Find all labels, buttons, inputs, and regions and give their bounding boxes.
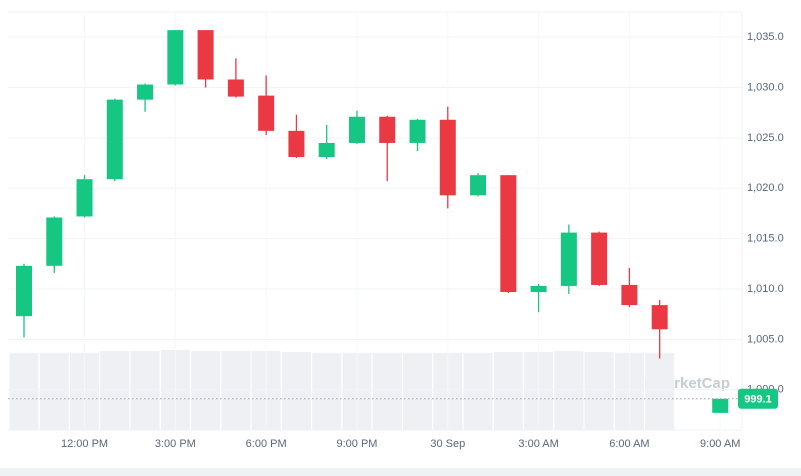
y-tick-label: 1,025.0 [747,132,784,144]
candle-body [379,116,396,143]
volume-bar [584,351,614,430]
candle-body [560,232,577,286]
candle-body [409,119,426,143]
x-tick-label: 6:00 PM [246,438,287,450]
x-tick-label: 3:00 PM [155,438,196,450]
current-price-label: 999.1 [744,394,772,406]
volume-bar [493,351,523,430]
volume-bar [130,350,160,430]
y-tick-label: 1,020.0 [747,182,784,194]
candle-body [591,232,608,285]
volume-bar [372,352,402,430]
volume-bar [281,351,311,430]
candle-body [167,30,184,85]
y-tick-label: 1,010.0 [747,283,784,295]
y-tick-label: 1,005.0 [747,333,784,345]
candle-body [318,142,335,158]
x-tick-label: 12:00 PM [61,438,108,450]
volume-bar [645,352,675,430]
candle-body [227,79,244,97]
y-tick-label: 1,015.0 [747,233,784,245]
candle-body [348,116,365,143]
x-tick-label: 6:00 AM [609,438,649,450]
candle-body [46,217,63,266]
candle-body [651,305,668,330]
volume-bar [221,350,251,430]
volume-bar [39,352,69,430]
volume-bar [463,352,493,430]
candle-body [76,179,93,217]
y-tick-label: 1,030.0 [747,81,784,93]
candle-body [621,284,638,306]
candle-body [197,30,214,80]
candle-body [500,175,517,293]
candle-body [530,285,547,293]
candle-body [712,398,729,413]
candle-body [439,119,456,196]
x-tick-label: 9:00 AM [700,438,740,450]
volume-bar [100,350,130,430]
volume-bar [312,352,342,430]
candle-body [470,175,487,196]
current-price-tag [738,388,778,409]
volume-bar [554,350,584,430]
x-tick-label: 9:00 PM [336,438,377,450]
y-tick-label: 1,035.0 [747,31,784,43]
volume-bar [191,350,221,430]
candle-body [16,265,32,317]
candle-body [137,84,154,100]
candle-body [106,99,123,180]
volume-bar [403,352,433,430]
x-tick-label: 3:00 AM [518,438,558,450]
x-tick-label: 30 Sep [430,438,465,450]
volume-bar [9,352,39,430]
bottom-strip [0,468,801,476]
candle-body [258,95,275,131]
candle-body [288,130,305,158]
